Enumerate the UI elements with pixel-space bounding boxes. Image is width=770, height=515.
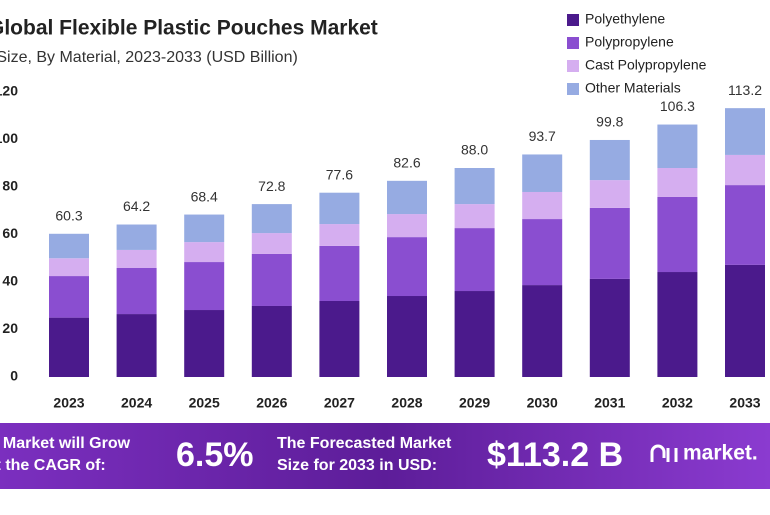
legend-swatch — [567, 60, 579, 72]
bar-segment — [319, 192, 360, 225]
bar-segment — [251, 305, 292, 377]
bar-total-label: 113.2 — [728, 82, 762, 98]
banner-text: The Forecasted Market — [277, 435, 452, 452]
logo: market. — [683, 442, 758, 465]
bar-segment — [184, 214, 225, 243]
banner-cagr: 6.5% — [176, 436, 254, 474]
banner — [0, 423, 770, 489]
x-tick-label: 2027 — [324, 395, 355, 411]
bar-segment — [116, 224, 157, 250]
y-tick-label: 100 — [0, 130, 18, 146]
y-tick-label: 80 — [2, 178, 18, 194]
bar-segment — [454, 168, 495, 205]
bar-segment — [725, 154, 765, 186]
bar-total-label: 77.6 — [326, 166, 353, 182]
bar-segment — [49, 258, 89, 277]
bar-segment — [589, 180, 630, 208]
banner-forecast: $113.2 B — [487, 436, 623, 474]
logo-icon — [650, 444, 678, 462]
bar-segment — [387, 237, 427, 297]
bar-segment — [657, 272, 698, 377]
bar-segment — [589, 139, 630, 181]
bar-segment — [657, 124, 698, 168]
x-tick-label: 2029 — [459, 395, 490, 411]
bar-total-label: 72.8 — [258, 178, 285, 194]
bar-segment — [116, 314, 157, 377]
bar-segment — [319, 301, 360, 377]
bar-segment — [387, 214, 427, 238]
bar-segment — [454, 204, 495, 229]
legend-label: Polyethylene — [585, 11, 665, 27]
legend-label: Polypropylene — [585, 34, 674, 50]
bar-segment — [522, 285, 563, 377]
x-tick-label: 2033 — [729, 395, 760, 411]
chart-subtitle: Market Size, By Material, 2023-2033 (USD… — [0, 49, 298, 66]
chart-title: Global Flexible Plastic Pouches Market — [0, 17, 378, 40]
bar-total-label: 68.4 — [191, 188, 218, 204]
bar-segment — [184, 262, 225, 311]
bar-segment — [251, 253, 292, 306]
legend-label: Other Materials — [585, 80, 681, 96]
legend-swatch — [567, 37, 579, 49]
bar-segment — [116, 249, 157, 268]
bar-segment — [49, 317, 89, 377]
bar-segment — [589, 207, 630, 279]
bar-segment — [319, 224, 360, 246]
bar-total-label: 93.7 — [529, 128, 556, 144]
bar-segment — [522, 219, 563, 286]
x-tick-label: 2032 — [662, 395, 693, 411]
bar-segment — [454, 228, 495, 292]
bar-segment — [251, 204, 292, 234]
x-tick-label: 2028 — [391, 395, 422, 411]
bar-total-label: 60.3 — [55, 207, 82, 223]
x-tick-label: 2023 — [53, 395, 84, 411]
bar-segment — [387, 296, 427, 377]
bar-segment — [319, 245, 360, 301]
bar-segment — [49, 276, 89, 318]
x-tick-label: 2025 — [189, 395, 220, 411]
bar-segment — [49, 233, 89, 259]
bar-total-label: 64.2 — [123, 198, 150, 214]
bar-segment — [184, 310, 225, 377]
legend-label: Cast Polypropylene — [585, 57, 707, 73]
y-tick-label: 60 — [2, 225, 18, 241]
bar-total-label: 99.8 — [596, 114, 623, 130]
bar-segment — [116, 267, 157, 315]
bar-segment — [657, 196, 698, 273]
bar-total-label: 82.6 — [393, 155, 420, 171]
bar-segment — [657, 168, 698, 197]
bar-segment — [251, 233, 292, 254]
y-tick-label: 0 — [10, 368, 18, 384]
x-tick-label: 2024 — [121, 395, 152, 411]
bar-segment — [725, 264, 765, 377]
bar-segment — [387, 180, 427, 215]
legend-swatch — [567, 14, 579, 26]
y-tick-label: 120 — [0, 83, 18, 99]
banner-text: At the CAGR of: — [0, 457, 106, 474]
bar-segment — [522, 191, 563, 220]
y-tick-label: 40 — [2, 273, 18, 289]
banner-text: Size for 2033 in USD: — [277, 457, 437, 474]
y-tick-label: 20 — [2, 320, 18, 336]
x-tick-label: 2030 — [527, 395, 558, 411]
x-tick-label: 2031 — [594, 395, 625, 411]
bar-segment — [725, 108, 765, 155]
bar-segment — [522, 154, 563, 192]
bar-segment — [454, 291, 495, 377]
bar-segment — [589, 278, 630, 377]
legend-swatch — [567, 83, 579, 95]
banner-text: The Market will Grow — [0, 435, 131, 452]
bar-segment — [725, 185, 765, 265]
bar-total-label: 106.3 — [660, 98, 695, 114]
bar-total-label: 88.0 — [461, 142, 488, 158]
x-tick-label: 2026 — [256, 395, 287, 411]
bar-segment — [184, 242, 225, 263]
